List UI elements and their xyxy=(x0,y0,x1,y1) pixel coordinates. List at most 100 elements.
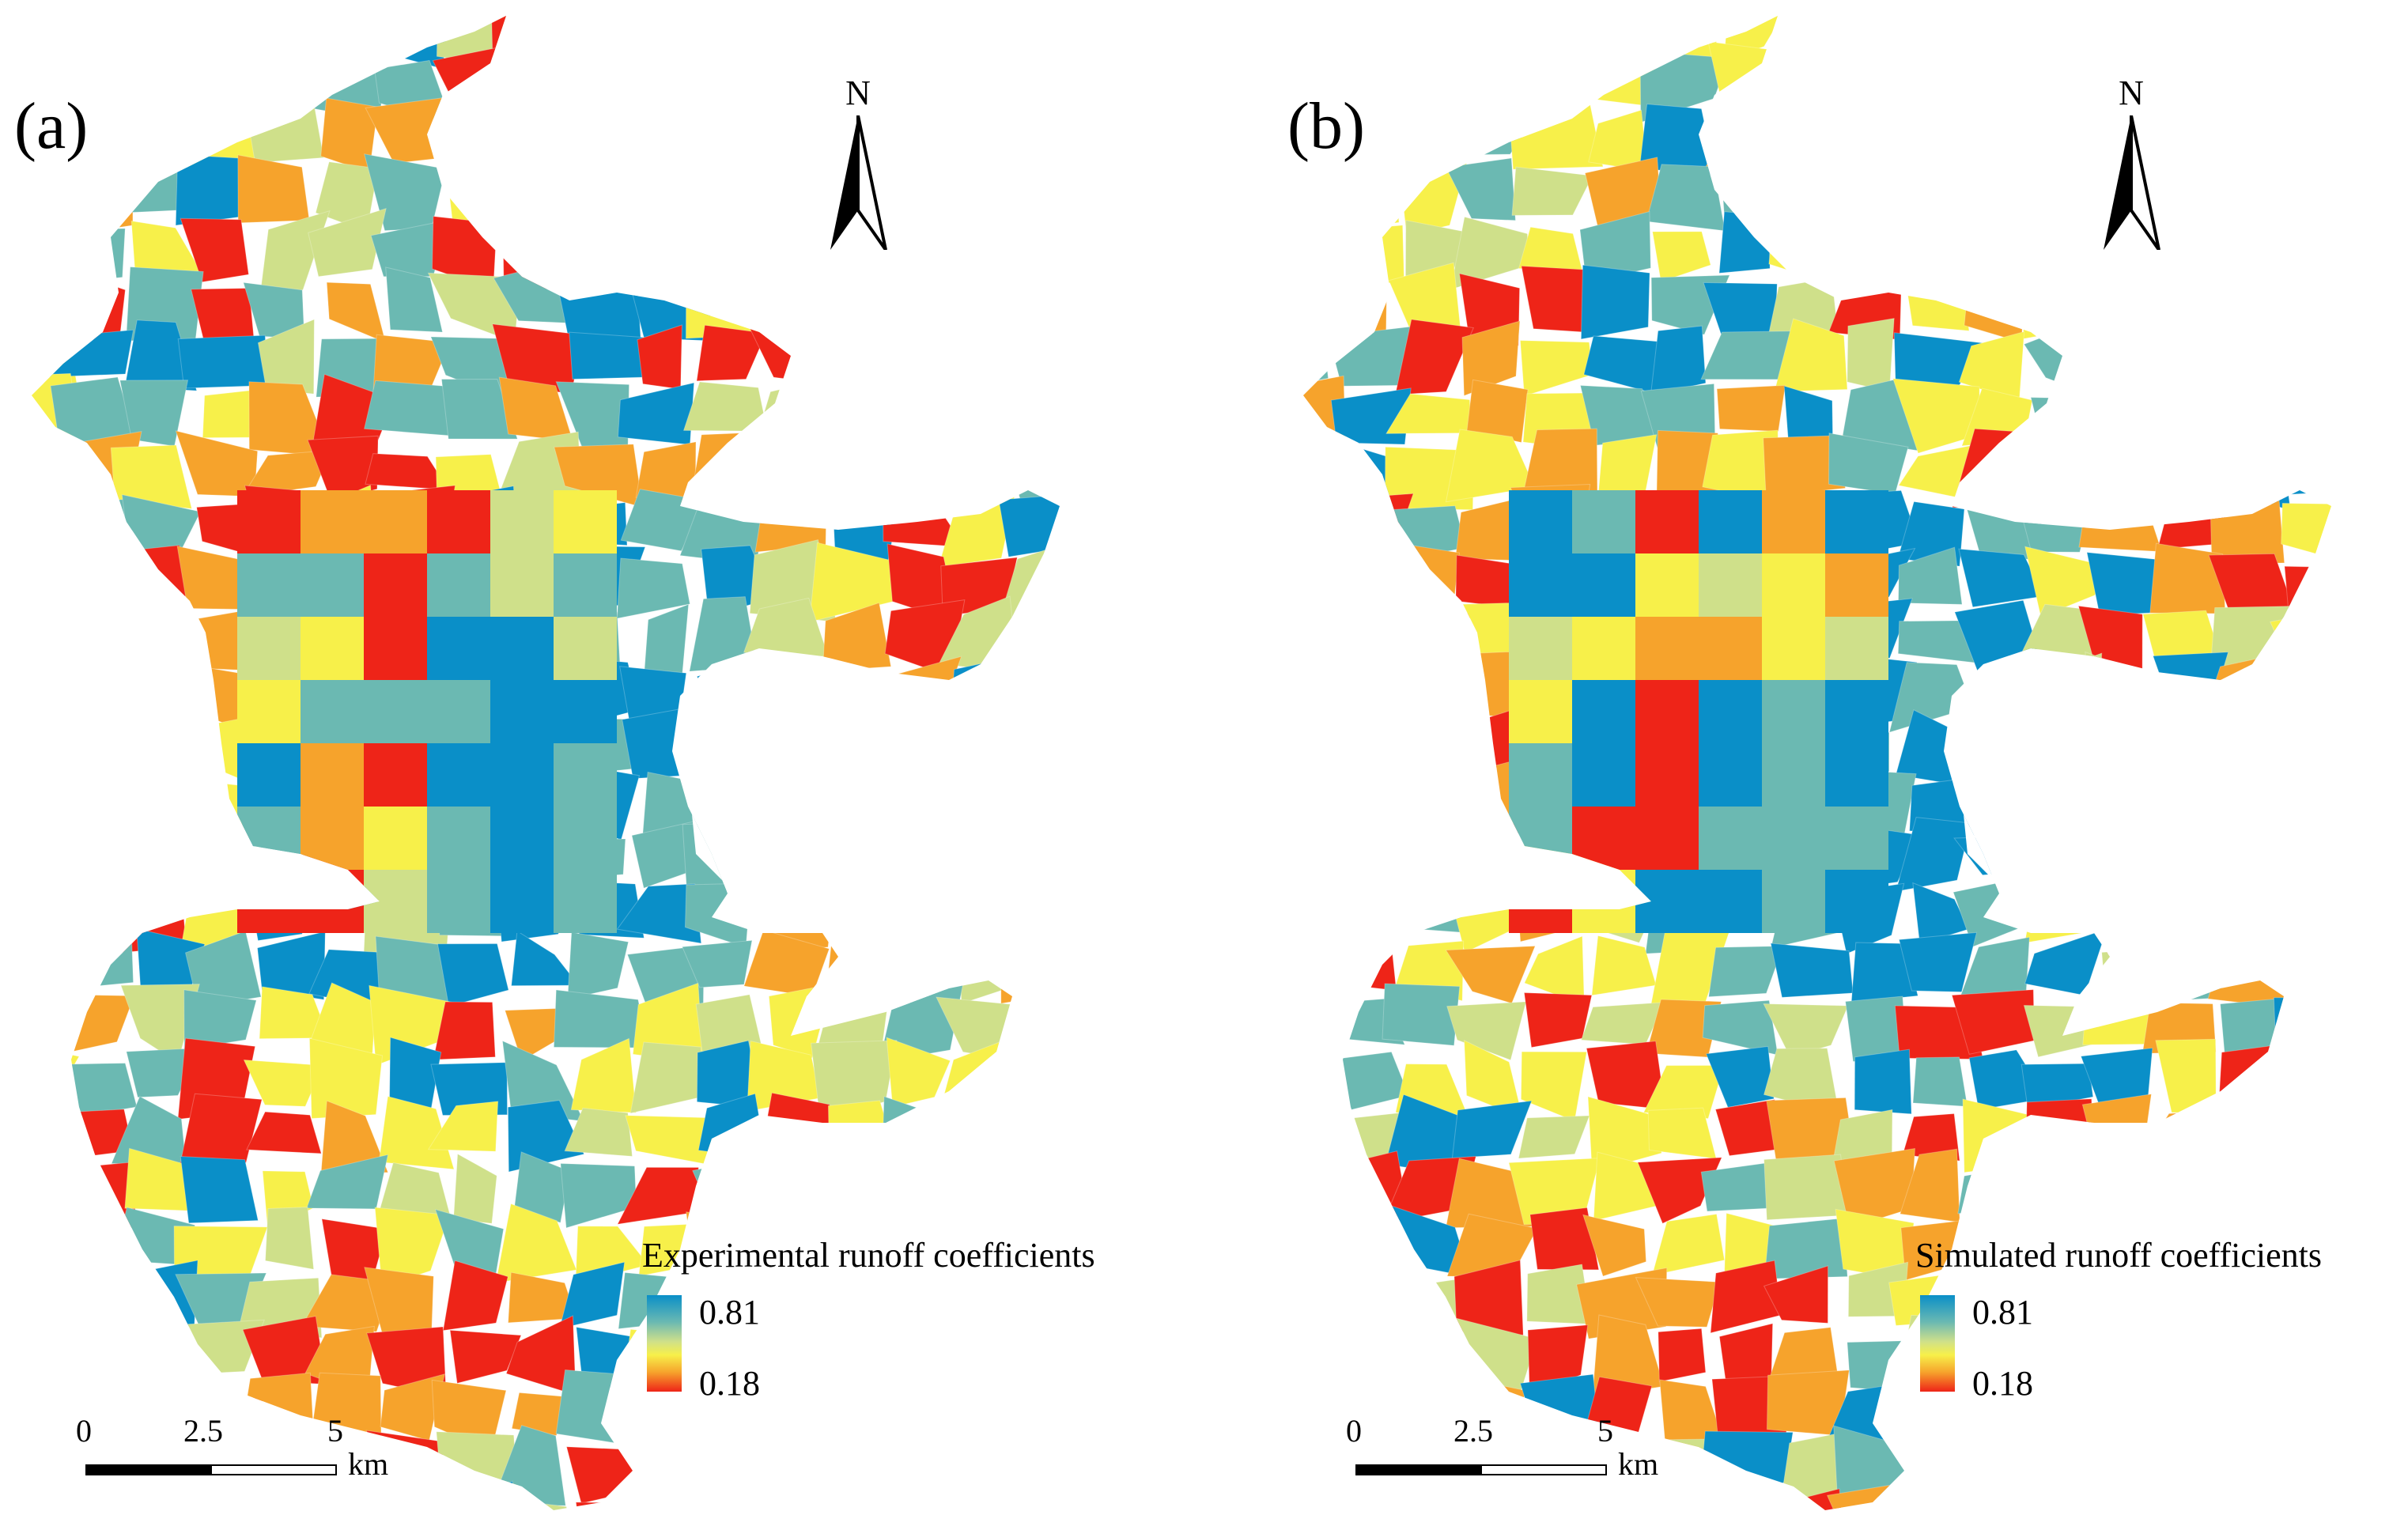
sub-catchment xyxy=(32,1262,75,1343)
sub-catchment xyxy=(2210,108,2297,164)
sub-catchment xyxy=(765,430,839,505)
sub-catchment xyxy=(1401,45,1472,123)
sub-catchment xyxy=(1888,219,1984,276)
sub-catchment xyxy=(32,705,61,776)
sub-catchment xyxy=(814,761,880,845)
sub-catchment xyxy=(2346,1485,2408,1530)
sub-catchment xyxy=(759,1092,837,1174)
sub-catchment xyxy=(884,655,962,731)
sub-catchment xyxy=(1068,606,1143,676)
sub-catchment xyxy=(1906,151,1979,228)
sub-catchment xyxy=(32,1430,76,1493)
sub-catchment xyxy=(2271,439,2331,496)
sub-catchment xyxy=(32,1203,73,1287)
sub-catchment xyxy=(1847,317,1895,392)
sub-catchment xyxy=(622,1427,708,1496)
sub-catchment xyxy=(690,431,774,508)
sub-catchment xyxy=(690,54,766,113)
sub-catchment xyxy=(32,50,70,116)
grid-cell xyxy=(1699,807,1762,870)
sub-catchment xyxy=(1322,271,1388,338)
grid-cell xyxy=(1699,553,1762,617)
grid-cell xyxy=(1825,617,1888,680)
sub-catchment xyxy=(2281,502,2331,561)
scale-segment-black xyxy=(85,1464,210,1475)
legend-min-value: 0.18 xyxy=(699,1364,760,1403)
sub-catchment xyxy=(32,1319,76,1392)
sub-catchment xyxy=(616,557,690,619)
sub-catchment xyxy=(449,1329,522,1384)
sub-catchment xyxy=(2091,1489,2165,1510)
sub-catchment xyxy=(2024,880,2102,944)
sub-catchment xyxy=(32,540,77,601)
sub-catchment xyxy=(2220,1096,2293,1169)
sub-catchment xyxy=(1303,1388,1329,1453)
sub-catchment xyxy=(1763,435,1846,497)
sub-catchment xyxy=(1303,1095,1348,1169)
sub-catchment xyxy=(1303,1502,1345,1510)
grid-cell xyxy=(1825,490,1888,553)
sub-catchment xyxy=(1335,156,1400,231)
sub-catchment xyxy=(2294,104,2331,157)
sub-catchment xyxy=(59,542,137,624)
sub-catchment xyxy=(134,720,192,783)
grid-cell xyxy=(1762,680,1825,743)
sub-catchment xyxy=(1763,1218,1848,1279)
sub-catchment xyxy=(1968,40,2040,122)
sub-catchment xyxy=(1303,1151,1350,1221)
sub-catchment xyxy=(947,1149,1023,1230)
sub-catchment xyxy=(248,43,315,111)
sub-catchment xyxy=(2206,321,2278,387)
sub-catchment xyxy=(1716,384,1786,433)
sub-catchment xyxy=(998,1437,1060,1486)
sub-catchment xyxy=(812,444,882,506)
sub-catchment xyxy=(1069,156,1146,230)
sub-catchment xyxy=(1303,604,1340,671)
sub-catchment xyxy=(807,1482,898,1510)
grid-cell xyxy=(1825,743,1888,807)
sub-catchment xyxy=(2216,822,2281,896)
sub-catchment xyxy=(1770,943,1854,998)
sub-catchment xyxy=(2207,930,2297,1010)
sub-catchment xyxy=(127,1329,182,1381)
sub-catchment xyxy=(1384,718,1457,786)
sub-catchment xyxy=(819,878,882,956)
sub-catchment xyxy=(1064,934,1148,1003)
sub-catchment xyxy=(816,662,890,727)
sub-catchment xyxy=(1014,1000,1060,1049)
grid-cell xyxy=(427,490,490,553)
sub-catchment xyxy=(364,380,454,436)
grid-cell xyxy=(490,743,554,807)
sub-catchment xyxy=(1698,1430,1794,1502)
sub-catchment xyxy=(2022,16,2104,55)
sub-catchment xyxy=(2227,43,2284,121)
sub-catchment xyxy=(1303,653,1348,717)
grid-cell xyxy=(1635,743,1699,807)
legend-color-ramp xyxy=(647,1295,682,1392)
sub-catchment xyxy=(2030,397,2093,453)
sub-catchment xyxy=(1323,658,1404,733)
sub-catchment xyxy=(1851,113,1916,171)
sub-catchment xyxy=(32,484,66,569)
sub-catchment xyxy=(1518,1115,1590,1159)
scale-bar: 0 2.5 5 km xyxy=(76,1415,440,1502)
sub-catchment xyxy=(177,334,268,389)
grid-cell xyxy=(1509,617,1572,680)
sub-catchment xyxy=(764,263,830,328)
sub-catchment xyxy=(49,228,126,285)
sub-catchment xyxy=(1000,1097,1060,1160)
legend-title: Simulated runoff coefficients xyxy=(1915,1236,2323,1275)
sub-catchment xyxy=(1337,764,1389,829)
sub-catchment xyxy=(1960,1494,2043,1510)
sub-catchment xyxy=(241,449,333,497)
sub-catchment xyxy=(179,1093,263,1169)
sub-catchment xyxy=(2267,821,2331,894)
sub-catchment xyxy=(1327,878,1397,945)
sub-catchment xyxy=(1303,772,1322,829)
sub-catchment xyxy=(1650,325,1707,396)
sub-catchment xyxy=(2082,16,2170,63)
sub-catchment xyxy=(874,779,946,836)
sub-catchment xyxy=(2022,269,2098,340)
sub-catchment xyxy=(998,493,1060,557)
sub-catchment xyxy=(32,882,73,935)
